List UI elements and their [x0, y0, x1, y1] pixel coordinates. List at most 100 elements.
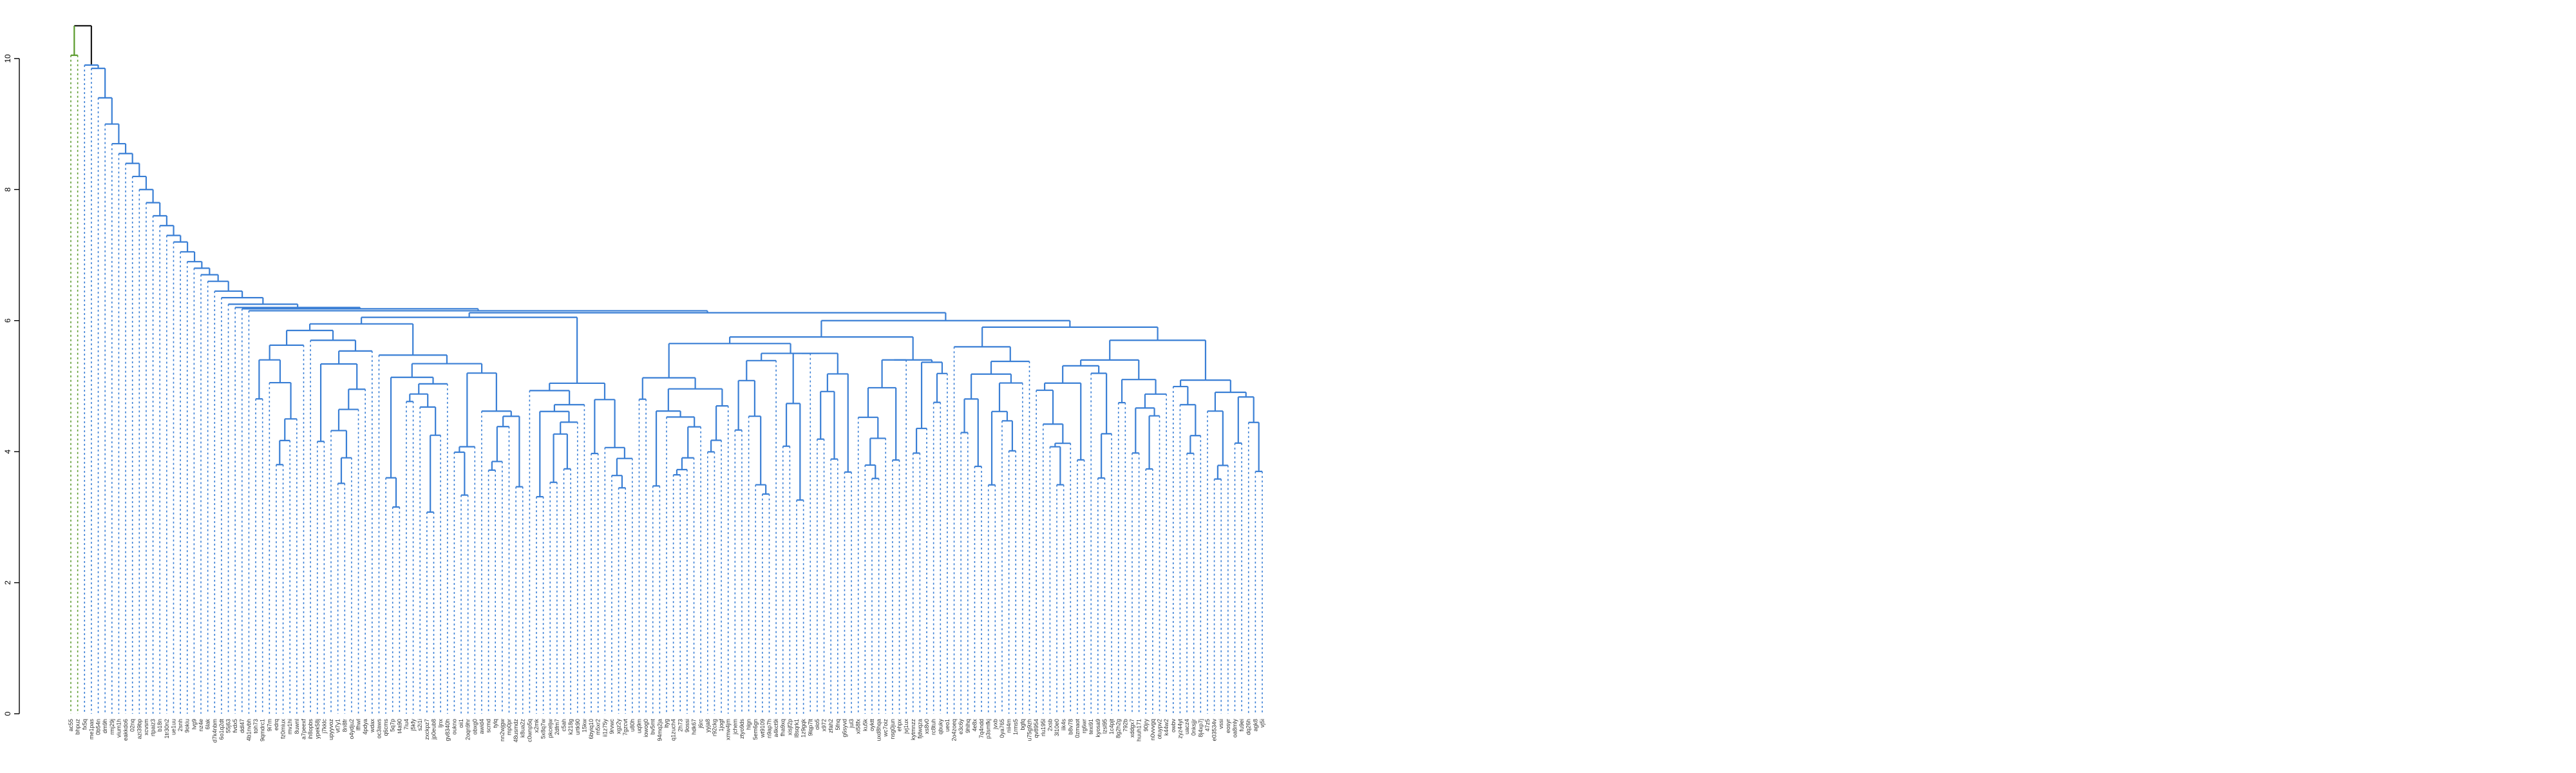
leaf-label: j6rc	[697, 719, 704, 729]
leaf-label: azi39bp	[136, 719, 142, 740]
leaf-label: fjdwqza	[916, 719, 923, 739]
leaf-label: ddl47	[239, 719, 245, 733]
leaf-label: otuypv2	[1157, 719, 1163, 740]
leaf-label: 1c4pjt	[1108, 719, 1115, 735]
leaf-label: 792b	[1122, 719, 1128, 732]
leaf-label: j7kklc	[321, 719, 327, 734]
leaf-label: 2snh	[177, 719, 184, 732]
leaf-label: 9rvwc	[609, 719, 615, 734]
leaf-label: rc8tuh	[931, 719, 937, 735]
leaf-label: nsg0jun	[889, 719, 896, 740]
leaf-label: 5em6gn	[752, 719, 759, 740]
leaf-label: 0ya765	[999, 719, 1005, 738]
leaf-label: fha9xq	[780, 719, 786, 736]
y-tick-label: 8	[3, 187, 12, 192]
leaf-label: r92ckg	[711, 719, 717, 736]
leaf-label: dm9h	[102, 719, 108, 734]
leaf-label: k218g	[567, 719, 574, 735]
dendrogram-branches	[71, 24, 1262, 513]
leaf-label: wc7oiz	[882, 719, 889, 738]
leaf-label: eakkdo6	[122, 719, 129, 741]
leaf-label: kyosa9	[1095, 719, 1101, 738]
leaf-label: ac55	[68, 719, 74, 732]
leaf-label: eosyr	[1225, 719, 1231, 733]
leaf-label: dq26h	[1245, 719, 1252, 735]
leaf-label: xi58fx	[855, 719, 862, 734]
leaf-label: toh73	[252, 719, 259, 734]
leaf-label: oukno	[451, 719, 457, 735]
y-tick-label: 2	[3, 580, 12, 585]
leaf-label: gv8340h	[444, 719, 451, 741]
leaf-label: rtpaiz3	[150, 719, 156, 736]
leaf-label: vj5i	[1259, 719, 1265, 728]
leaf-label: oc3aws	[375, 719, 382, 739]
leaf-label: 55j63	[225, 719, 232, 733]
leaf-label: 9qmdrc1	[260, 719, 266, 741]
leaf-label: u80h	[629, 719, 636, 732]
leaf-label: jchem	[732, 719, 738, 735]
leaf-label: a4kct9i	[773, 719, 779, 738]
leaf-label: mp0pr	[506, 719, 512, 736]
leaf-label: bhpuz	[75, 719, 81, 735]
leaf-label: ehpx	[896, 719, 902, 732]
leaf-label: vium1h	[115, 719, 122, 738]
leaf-label: me1pas	[88, 719, 95, 740]
leaf-label: 7iu4	[403, 719, 410, 730]
leaf-label: ue1uu	[170, 719, 176, 735]
leaf-label: x972	[821, 719, 828, 732]
leaf-label: urtk90	[574, 719, 581, 735]
leaf-label: nz4e	[198, 719, 204, 732]
leaf-label: oii1	[458, 719, 464, 728]
leaf-label: 5q7p	[390, 719, 396, 732]
leaf-label: 6lak	[205, 719, 211, 730]
leaf-label: wdax	[369, 719, 375, 734]
leaf-label: bv5mt	[650, 719, 656, 735]
leaf-label: 8n8fr	[341, 719, 348, 732]
leaf-label: ii1z75y	[601, 719, 608, 738]
leaf-label: c5ah	[561, 719, 567, 732]
leaf-label: iik4s	[1061, 719, 1067, 731]
leaf-label: scmd	[486, 719, 492, 733]
leaf-label: u75g9zh	[1027, 719, 1033, 741]
leaf-label: 9ossi	[684, 719, 690, 732]
leaf-label: xisjf2p	[786, 719, 793, 736]
leaf-label: kytmnzz	[910, 719, 916, 741]
leaf-label: oyktt	[869, 719, 875, 732]
leaf-label: e03534v	[1211, 719, 1218, 741]
leaf-label: 8j4xp7j	[1197, 719, 1204, 738]
leaf-label: awid4	[478, 719, 485, 734]
leaf-label: nii4m	[1006, 719, 1012, 733]
leaf-label: fz0miux	[280, 719, 287, 740]
leaf-label: jvj1ux	[903, 719, 909, 735]
leaf-label: xmw4jm	[725, 719, 732, 740]
leaf-label: d7k4nbm	[211, 719, 218, 743]
leaf-label: uq9m	[636, 719, 642, 734]
leaf-label: 9i7m	[266, 719, 272, 732]
leaf-label: zyz44yt	[1177, 719, 1183, 739]
leaf-label: s2i1i	[417, 719, 423, 731]
leaf-label: 6o1q2dt	[218, 719, 225, 740]
leaf-label: obxg0	[471, 719, 478, 735]
leaf-label: xddgx7	[1129, 719, 1135, 738]
leaf-label: l8sqrk1	[793, 719, 800, 738]
leaf-label: ku5k	[862, 719, 868, 732]
leaf-label: 3l10e0	[1054, 719, 1060, 736]
leaf-label: agk8	[1252, 719, 1258, 732]
leaf-label: hlgn	[746, 719, 752, 730]
leaf-label: 5x8q7w	[540, 719, 547, 740]
leaf-label: xcvsm	[143, 719, 149, 736]
leaf-label: yyja8	[705, 719, 711, 732]
leaf-label: 4pdya	[362, 719, 368, 735]
leaf-label: o4ydju2	[348, 719, 355, 740]
leaf-label: 2h73	[677, 719, 683, 732]
leaf-label: b8v78	[1067, 719, 1074, 735]
leaf-label: vssi	[1218, 719, 1224, 729]
leaf-stems	[70, 55, 1263, 714]
leaf-label: 48usmdz	[513, 719, 519, 743]
leaf-label: 90jry	[1142, 719, 1149, 732]
leaf-label: e3c6y	[958, 719, 964, 735]
leaf-label: jvxb	[992, 719, 998, 730]
y-tick-label: 4	[3, 449, 12, 453]
leaf-label: mv1hi	[287, 719, 293, 734]
